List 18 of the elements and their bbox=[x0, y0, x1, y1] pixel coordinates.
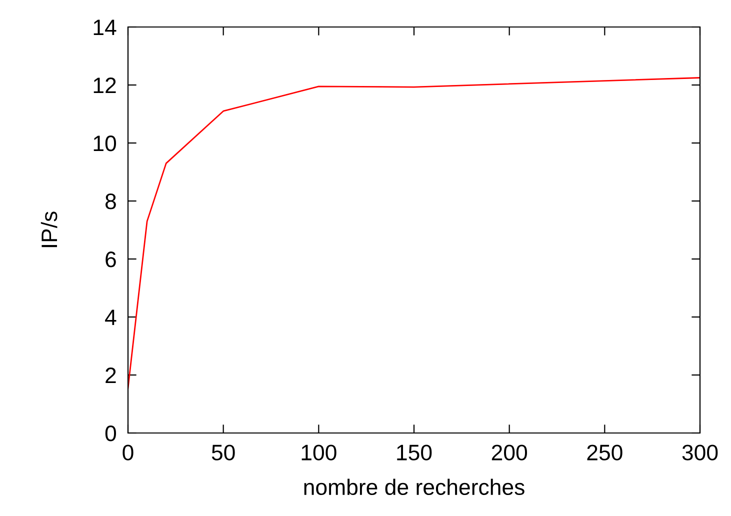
x-tick-label: 250 bbox=[587, 444, 622, 460]
x-tick-label: 0 bbox=[122, 444, 134, 460]
x-tick-label: 100 bbox=[302, 444, 336, 460]
y-tick-label: 10 bbox=[94, 136, 116, 152]
x-tick-label: 200 bbox=[492, 444, 528, 460]
y-tick-label: 8 bbox=[105, 194, 116, 210]
y-tick-label: 6 bbox=[106, 252, 116, 268]
y-tick-label: 2 bbox=[106, 368, 116, 384]
line-series bbox=[128, 77, 700, 389]
y-tick-label: 4 bbox=[105, 310, 116, 326]
x-tick-label: 150 bbox=[397, 444, 432, 460]
x-axis-title: nombre de recherches bbox=[304, 478, 524, 496]
y-axis-title: IP/s bbox=[40, 212, 58, 248]
y-tick-label: 0 bbox=[105, 426, 116, 442]
y-tick-label: 14 bbox=[94, 20, 116, 36]
x-tick-label: 50 bbox=[212, 444, 235, 460]
y-tick-label: 12 bbox=[94, 78, 116, 94]
x-tick-label: 300 bbox=[682, 444, 718, 460]
